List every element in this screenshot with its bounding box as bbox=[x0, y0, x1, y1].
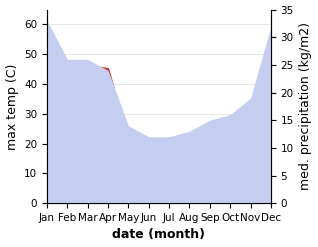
X-axis label: date (month): date (month) bbox=[113, 228, 205, 242]
Y-axis label: max temp (C): max temp (C) bbox=[5, 63, 18, 149]
Y-axis label: med. precipitation (kg/m2): med. precipitation (kg/m2) bbox=[300, 22, 313, 190]
